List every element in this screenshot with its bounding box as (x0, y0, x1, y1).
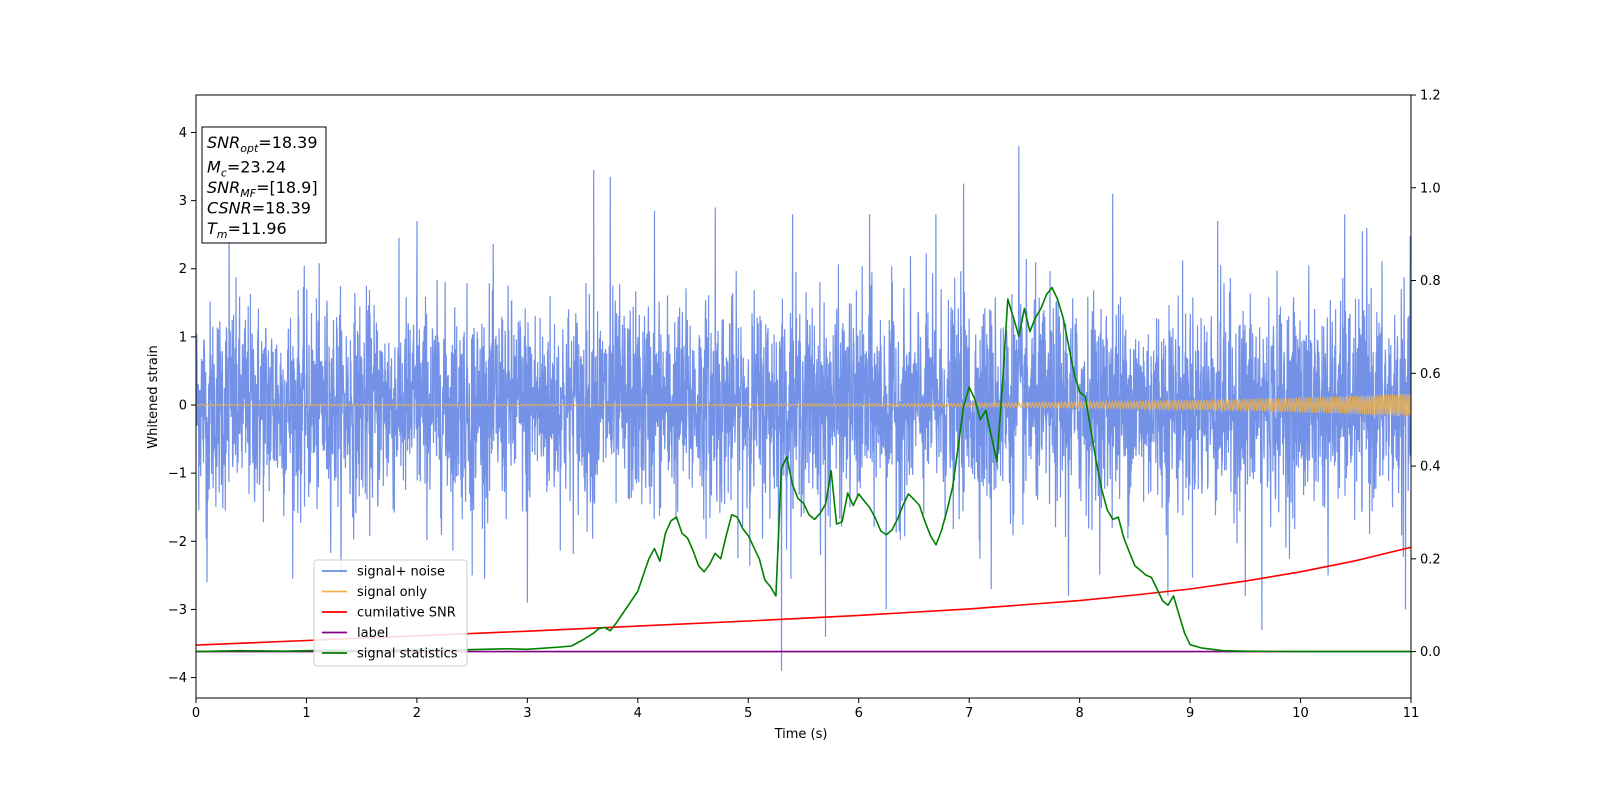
x-tick-label: 6 (855, 706, 863, 721)
annotation-symbol: SNR (207, 133, 240, 152)
y-right-tick-label: 1.2 (1420, 89, 1441, 104)
legend-label: signal only (357, 585, 427, 600)
annotation-value: =18.39 (258, 133, 317, 152)
legend-label: label (357, 626, 388, 641)
y-tick-label: −1 (168, 467, 187, 482)
y-tick-label: 1 (179, 330, 187, 345)
x-tick-label: 3 (523, 706, 531, 721)
x-tick-label: 9 (1186, 706, 1194, 721)
annotation-symbol: T (207, 219, 218, 238)
annotation-value: =23.24 (227, 158, 286, 177)
series-line-signal-statistics (196, 286, 1411, 653)
legend-label: cumilative SNR (357, 606, 456, 621)
x-tick-label: 5 (744, 706, 752, 721)
series-line-signal-noise (196, 146, 1411, 671)
y-tick-label: 0 (179, 399, 187, 414)
x-tick-label: 10 (1292, 706, 1309, 721)
x-tick-label: 7 (965, 706, 973, 721)
annotation-line: SNRMF=[18.9] (207, 178, 318, 200)
y-right-tick-label: 0.8 (1420, 274, 1441, 289)
x-tick-label: 0 (192, 706, 200, 721)
annotation-symbol: SNR (207, 178, 240, 197)
y-tick-label: 2 (179, 262, 187, 277)
annotation-subscript: opt (240, 142, 259, 155)
legend: signal+ noise signal only cumilative SNR la… (313, 559, 468, 667)
annotation-symbol: M (207, 158, 221, 177)
annotation-line: CSNR=18.39 (207, 199, 311, 218)
annotation-box: SNRopt=18.39Mc=23.24SNRMF=[18.9]CSNR=18.… (201, 126, 327, 244)
y-tick-label: −2 (168, 535, 187, 550)
legend-label: signal+ noise (357, 565, 445, 580)
annotation-line: Mc=23.24 (207, 158, 286, 180)
series-line-signal-only (196, 393, 1411, 417)
legend-frame (313, 559, 468, 667)
x-tick-label: 11 (1403, 706, 1420, 721)
annotation-subscript: c (221, 167, 227, 180)
annotation-value: =18.39 (252, 199, 311, 218)
y-right-tick-label: 0.6 (1420, 367, 1441, 382)
x-tick-label: 8 (1075, 706, 1083, 721)
plot-frame (195, 94, 1412, 699)
y-right-tick-label: 0.2 (1420, 552, 1441, 567)
annotation-value: =11.96 (228, 219, 287, 238)
y-right-axis-ticks: 0.0 0.2 0.4 0.6 0.8 1.0 1.2 (1411, 89, 1441, 660)
legend-label: signal statistics (357, 647, 458, 662)
y-tick-label: 4 (179, 126, 187, 141)
x-tick-label: 2 (413, 706, 421, 721)
x-tick-label: 1 (302, 706, 310, 721)
y-right-tick-label: 1.0 (1420, 181, 1441, 196)
annotation-line: SNRopt=18.39 (207, 133, 318, 155)
y-axis-label: Whitened strain (146, 345, 161, 448)
y-right-tick-label: 0.0 (1420, 645, 1441, 660)
annotation-line: Tm=11.96 (207, 219, 287, 241)
x-axis-label: Time (s) (774, 727, 828, 742)
y-right-tick-label: 0.4 (1420, 460, 1441, 475)
annotation-value: =[18.9] (256, 178, 318, 197)
annotation-subscript: m (217, 228, 228, 241)
y-tick-label: 3 (179, 194, 187, 209)
x-axis-ticks: 0 1 2 3 4 5 6 7 8 9 10 11 (192, 698, 1419, 721)
annotation-frame (201, 126, 327, 244)
annotation-subscript: MF (240, 187, 256, 200)
y-tick-label: −3 (168, 603, 187, 618)
x-tick-label: 4 (634, 706, 642, 721)
annotation-symbol: CSNR (207, 199, 252, 218)
y-axis-ticks: −4 −3 −2 −1 0 1 2 3 4 (168, 126, 196, 686)
y-tick-label: −4 (168, 671, 187, 686)
